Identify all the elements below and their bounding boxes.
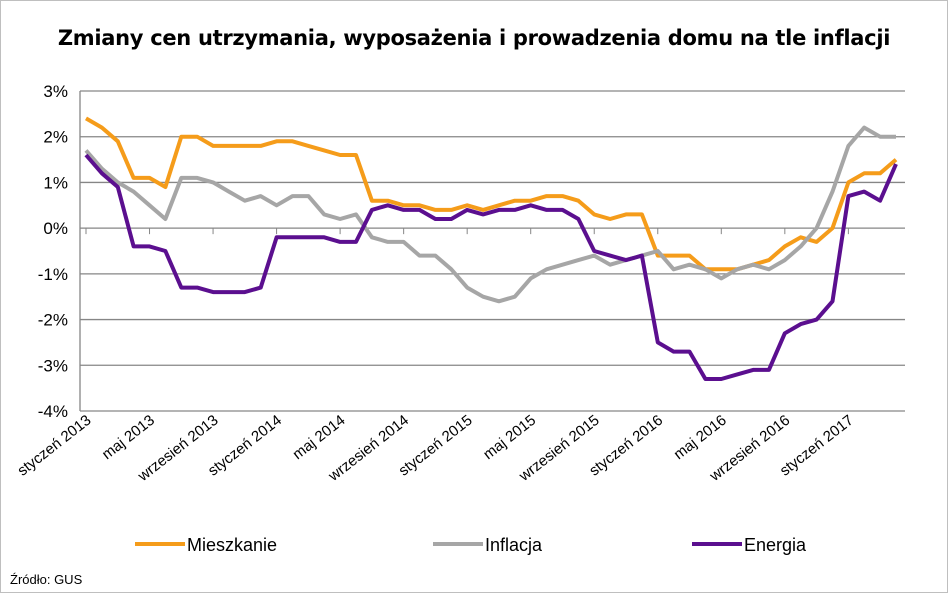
y-tick-label: 3% [43,82,68,101]
y-tick-label: -2% [38,311,68,330]
x-tick-label: maj 2014 [289,412,348,463]
series-line-energia [84,153,898,381]
x-tick-label: maj 2016 [671,412,730,463]
y-tick-label: -3% [38,356,68,375]
source-note: Źródło: GUS [10,572,83,587]
chart-title: Zmiany cen utrzymania, wyposażenia i pro… [57,26,891,50]
y-tick-label: 1% [43,173,68,192]
x-tick-label: styczeń 2013 [14,412,94,480]
legend-label: Mieszkanie [187,535,277,555]
legend-label: Inflacja [485,535,543,555]
y-tick-label: 2% [43,128,68,147]
y-tick-label: -4% [38,402,68,421]
x-tick-label: maj 2013 [99,412,158,463]
y-tick-label: -1% [38,265,68,284]
x-tick-label: maj 2015 [480,412,539,463]
y-tick-label: 0% [43,219,68,238]
series-line-mieszkanie [84,116,898,272]
series-line-inflacja [84,125,896,304]
legend-label: Energia [744,535,807,555]
